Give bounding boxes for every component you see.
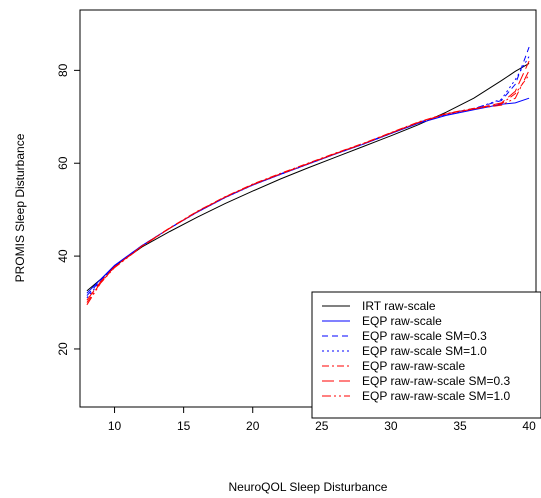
legend-label: IRT raw-scale <box>362 299 436 313</box>
series-line-1 <box>86 62 530 292</box>
legend-label: EQP raw-raw-scale SM=0.3 <box>362 374 510 388</box>
legend-label: EQP raw-raw-scale <box>362 359 465 373</box>
y-tick-label: 20 <box>56 342 70 356</box>
y-tick-label: 80 <box>56 63 70 77</box>
series-line-7 <box>86 70 530 306</box>
legend-box <box>311 291 541 419</box>
legend-label: EQP raw-raw-scale SM=1.0 <box>362 389 510 403</box>
y-tick-label: 40 <box>56 249 70 263</box>
series-layer <box>86 46 530 306</box>
plot-frame <box>79 9 537 408</box>
x-tick-label: 40 <box>522 419 536 433</box>
legend-label: EQP raw-scale SM=1.0 <box>362 344 487 358</box>
y-axis-title: PROMIS Sleep Disturbance <box>13 133 27 282</box>
y-tick-label: 60 <box>56 156 70 170</box>
x-tick-label: 15 <box>177 419 191 433</box>
x-tick-label: 35 <box>453 419 467 433</box>
legend-label: EQP raw-scale SM=0.3 <box>362 329 487 343</box>
x-tick-label: 10 <box>108 419 122 433</box>
y-axis: 20 40 60 80 <box>56 63 80 356</box>
x-tick-label: 30 <box>384 419 398 433</box>
x-tick-label: 25 <box>315 419 329 433</box>
x-axis: 10 15 20 25 30 35 40 <box>108 407 536 433</box>
x-tick-label: 20 <box>246 419 260 433</box>
legend-label: EQP raw-scale <box>362 314 442 328</box>
x-axis-title: NeuroQOL Sleep Disturbance <box>229 480 388 494</box>
